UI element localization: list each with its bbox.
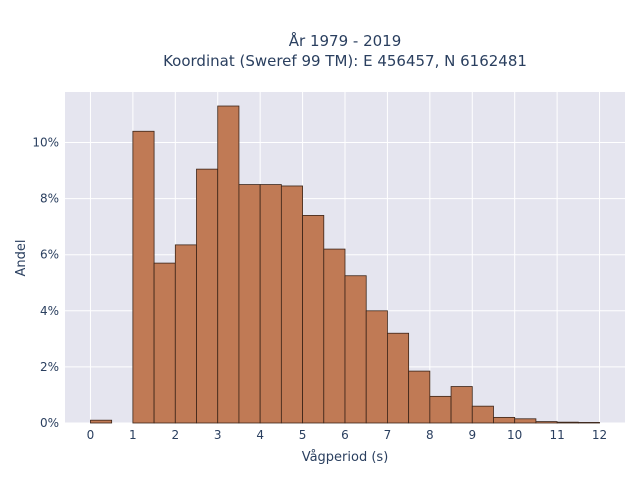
histogram-bar bbox=[196, 168, 219, 424]
histogram-bar bbox=[365, 310, 388, 424]
histogram-bar bbox=[577, 422, 600, 424]
y-tick-label: 4% bbox=[40, 304, 59, 318]
y-tick-label: 6% bbox=[40, 248, 59, 262]
y-tick-label: 0% bbox=[40, 416, 59, 430]
histogram-bar bbox=[90, 419, 113, 424]
histogram-bar bbox=[408, 370, 431, 424]
histogram-bar bbox=[556, 421, 579, 424]
histogram-bar bbox=[535, 421, 558, 424]
x-tick-label: 2 bbox=[171, 428, 179, 442]
x-tick-label: 4 bbox=[256, 428, 264, 442]
x-tick-label: 5 bbox=[299, 428, 307, 442]
histogram-bar bbox=[323, 248, 346, 424]
histogram-bar bbox=[217, 105, 240, 424]
histogram-bar bbox=[280, 185, 303, 424]
histogram-bar bbox=[259, 184, 282, 424]
x-tick-label: 9 bbox=[468, 428, 476, 442]
histogram-bar bbox=[238, 184, 261, 424]
y-tick-label: 10% bbox=[32, 135, 59, 149]
histogram-bar bbox=[302, 215, 325, 424]
x-tick-label: 11 bbox=[549, 428, 564, 442]
x-tick-label: 12 bbox=[592, 428, 607, 442]
y-tick-label: 8% bbox=[40, 192, 59, 206]
x-tick-label: 7 bbox=[384, 428, 392, 442]
histogram-bar bbox=[450, 386, 473, 424]
histogram-bar bbox=[387, 332, 410, 424]
x-axis-label: Vågperiod (s) bbox=[302, 450, 389, 465]
histogram-bar bbox=[471, 405, 494, 424]
x-tick-label: 6 bbox=[341, 428, 349, 442]
histogram-bar bbox=[429, 395, 452, 424]
x-tick-label: 10 bbox=[507, 428, 522, 442]
y-axis-label: Andel bbox=[14, 240, 29, 277]
x-axis-ticks: 0 1 2 3 4 5 6 7 8 9 10 11 12 bbox=[87, 428, 608, 442]
x-tick-label: 8 bbox=[426, 428, 434, 442]
chart-title-line1: År 1979 - 2019 bbox=[289, 31, 402, 50]
histogram-bar bbox=[514, 418, 537, 424]
y-tick-label: 2% bbox=[40, 360, 59, 374]
x-tick-label: 3 bbox=[214, 428, 222, 442]
chart-title-line2: Koordinat (Sweref 99 TM): E 456457, N 61… bbox=[163, 52, 527, 70]
histogram-bar bbox=[132, 130, 155, 424]
y-axis-ticks: 0% 2% 4% 6% 8% 10% bbox=[32, 135, 59, 430]
histogram-bar bbox=[174, 244, 197, 424]
histogram-bar bbox=[493, 416, 516, 424]
x-tick-label: 1 bbox=[129, 428, 137, 442]
histogram-bar bbox=[344, 275, 367, 424]
x-tick-label: 0 bbox=[87, 428, 95, 442]
histogram-bar bbox=[153, 262, 176, 424]
bars bbox=[90, 105, 600, 424]
